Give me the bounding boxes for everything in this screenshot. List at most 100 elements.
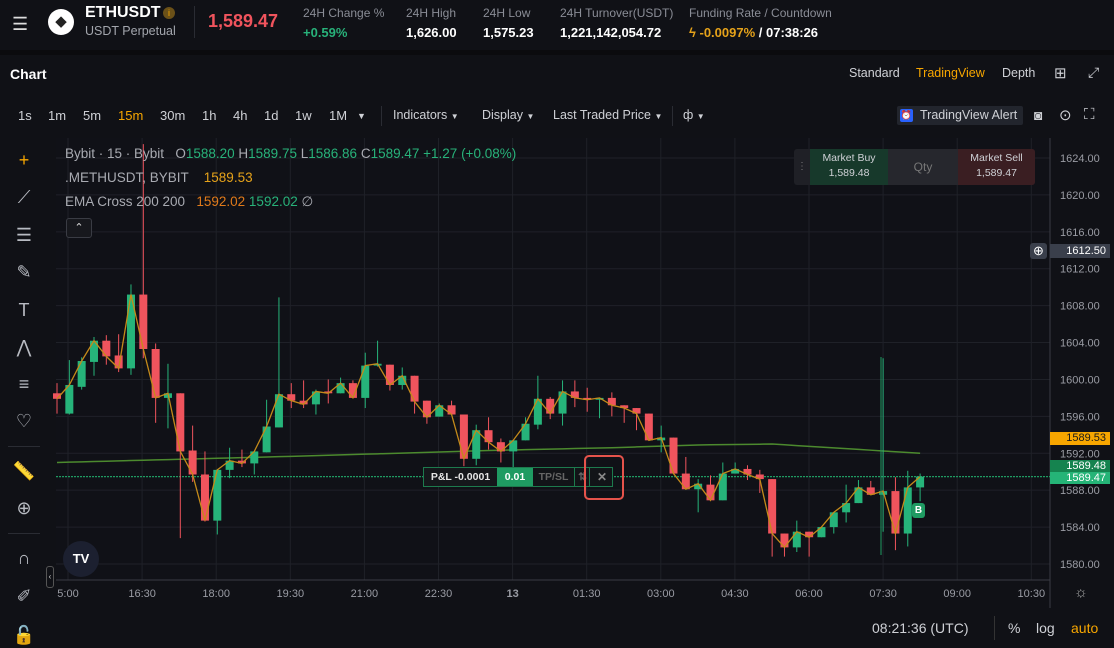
drag-handle-icon[interactable]: ⋮ — [797, 161, 807, 172]
candle — [903, 470, 912, 547]
price-tick-label: 1588.00 — [1060, 485, 1100, 497]
candle — [188, 425, 197, 482]
candle-body — [792, 531, 801, 548]
position-qty[interactable]: 0.01 — [497, 468, 533, 486]
crosshair-icon[interactable]: + — [18, 150, 30, 170]
candle — [496, 438, 505, 463]
tf-15m[interactable]: 15m — [118, 108, 144, 123]
magnet-icon[interactable]: ∩ — [17, 548, 31, 568]
tf-1M[interactable]: 1M — [329, 108, 348, 123]
unlock-icon[interactable]: 🔓 — [12, 625, 36, 645]
ema-legend[interactable]: EMA Cross 200 200 1592.02 1592.02 ∅ — [65, 194, 313, 210]
zoom-in-icon[interactable]: ⊕ — [16, 498, 32, 518]
candle — [151, 343, 160, 423]
prediction-icon[interactable]: ≡ — [18, 374, 30, 394]
camera-icon[interactable]: ◙ — [1034, 107, 1043, 123]
candle-body — [570, 391, 579, 398]
fullscreen-icon[interactable]: ⛶ — [1084, 106, 1095, 123]
menu-icon[interactable]: ☰ — [12, 14, 29, 34]
utc-clock[interactable]: 08:21:36 (UTC) — [872, 620, 969, 636]
legend-source: Bybit · 15 · Bybit — [65, 146, 165, 161]
tf-30m[interactable]: 30m — [160, 108, 186, 123]
time-tick-label: 04:30 — [721, 588, 749, 600]
mark-price-legend[interactable]: .METHUSDT, BYBIT 1589.53 — [65, 170, 253, 185]
add-alert-plus-icon[interactable]: ⊕ — [1030, 243, 1047, 259]
divider — [8, 533, 40, 534]
candle — [891, 477, 900, 551]
open-value: 1588.20 — [185, 146, 235, 161]
tpsl-button[interactable]: TP/SL — [533, 468, 575, 486]
last-price-label: 1589.47 — [1050, 472, 1110, 484]
candle-body — [348, 383, 357, 398]
candle — [521, 417, 530, 441]
price-type-menu[interactable]: Last Traded Price ▼ — [553, 108, 662, 122]
candle — [669, 437, 678, 474]
horizontal-lines-icon[interactable]: ☰ — [15, 225, 33, 245]
tradingview-logo[interactable]: TV — [63, 541, 99, 577]
axis-settings-icon[interactable]: ☼ — [1074, 584, 1088, 601]
candle-body — [398, 375, 407, 385]
buy-marker[interactable]: B — [912, 503, 925, 518]
market-buy-button[interactable]: Market Buy 1,589.48 — [810, 149, 888, 185]
view-depth[interactable]: Depth — [1002, 66, 1036, 80]
symbol-name[interactable]: ETHUSDT — [85, 4, 161, 21]
view-standard[interactable]: Standard — [849, 66, 900, 80]
collapse-legend-button[interactable]: ⌃ — [66, 218, 92, 238]
candle — [570, 380, 579, 408]
chart-type-menu[interactable]: ф ▼ — [683, 108, 705, 122]
tf-1d[interactable]: 1d — [264, 108, 279, 123]
candle — [533, 375, 542, 430]
tf-1w[interactable]: 1w — [295, 108, 312, 123]
candle — [792, 520, 801, 552]
candle-body — [620, 405, 629, 409]
display-label: Display — [482, 108, 523, 122]
price-tick-label: 1584.00 — [1060, 522, 1100, 534]
lock-drawings-icon[interactable]: ✐ — [16, 586, 32, 606]
candle-body — [780, 533, 789, 548]
grid-layout-icon[interactable]: ⊞ — [1054, 65, 1067, 82]
heart-icon[interactable]: ♡ — [15, 411, 33, 431]
timeframe-dropdown-icon[interactable]: ▼ — [357, 111, 366, 121]
collapse-toolbar-handle[interactable]: ‹ — [46, 566, 54, 588]
view-tradingview[interactable]: TradingView — [916, 66, 985, 80]
log-toggle[interactable]: log — [1036, 620, 1055, 636]
display-menu[interactable]: Display ▼ — [482, 108, 534, 122]
tf-5m[interactable]: 5m — [83, 108, 102, 123]
candle-body — [842, 503, 851, 513]
reverse-arrows-icon[interactable]: ⇅ — [576, 468, 590, 486]
tf-1h[interactable]: 1h — [202, 108, 217, 123]
time-tick-label: 07:30 — [869, 588, 897, 600]
candle-body — [694, 483, 703, 490]
time-tick-label: 13 — [506, 588, 518, 600]
percent-toggle[interactable]: % — [1008, 620, 1021, 636]
sell-label: Market Sell — [970, 152, 1023, 164]
ruler-icon[interactable]: 📏 — [12, 461, 36, 481]
trend-line-icon[interactable]: ⟋ — [17, 187, 31, 207]
candle-body — [139, 294, 148, 349]
brush-icon[interactable]: ✎ — [16, 262, 32, 282]
market-sell-button[interactable]: Market Sell 1,589.47 — [958, 149, 1035, 185]
pattern-icon[interactable]: ⋀ — [16, 337, 32, 357]
auto-toggle[interactable]: auto — [1071, 620, 1099, 636]
tf-1s[interactable]: 1s — [18, 108, 32, 123]
buy-price: 1,589.48 — [828, 167, 870, 179]
expand-icon[interactable]: ⤢ — [1088, 64, 1100, 80]
indicators-menu[interactable]: Indicators ▼ — [393, 108, 459, 122]
info-icon[interactable]: i — [163, 7, 175, 19]
caret-down-icon: ▼ — [696, 112, 705, 121]
candle — [126, 284, 135, 375]
text-icon[interactable]: T — [18, 300, 30, 320]
candle-body — [299, 400, 308, 405]
close-position-button[interactable]: ✕ — [596, 470, 608, 484]
tf-1m[interactable]: 1m — [48, 108, 67, 123]
candle-body — [213, 469, 222, 521]
settings-icon[interactable]: ⊙ — [1059, 107, 1072, 124]
candle-body — [274, 394, 283, 428]
time-tick-label: 09:00 — [943, 588, 971, 600]
tradingview-alert-button[interactable]: ⏰ TradingView Alert — [897, 106, 1023, 125]
tf-4h[interactable]: 4h — [233, 108, 248, 123]
candle-body — [459, 414, 468, 459]
qty-input[interactable]: Qty — [888, 149, 958, 185]
candle-body — [509, 440, 518, 452]
